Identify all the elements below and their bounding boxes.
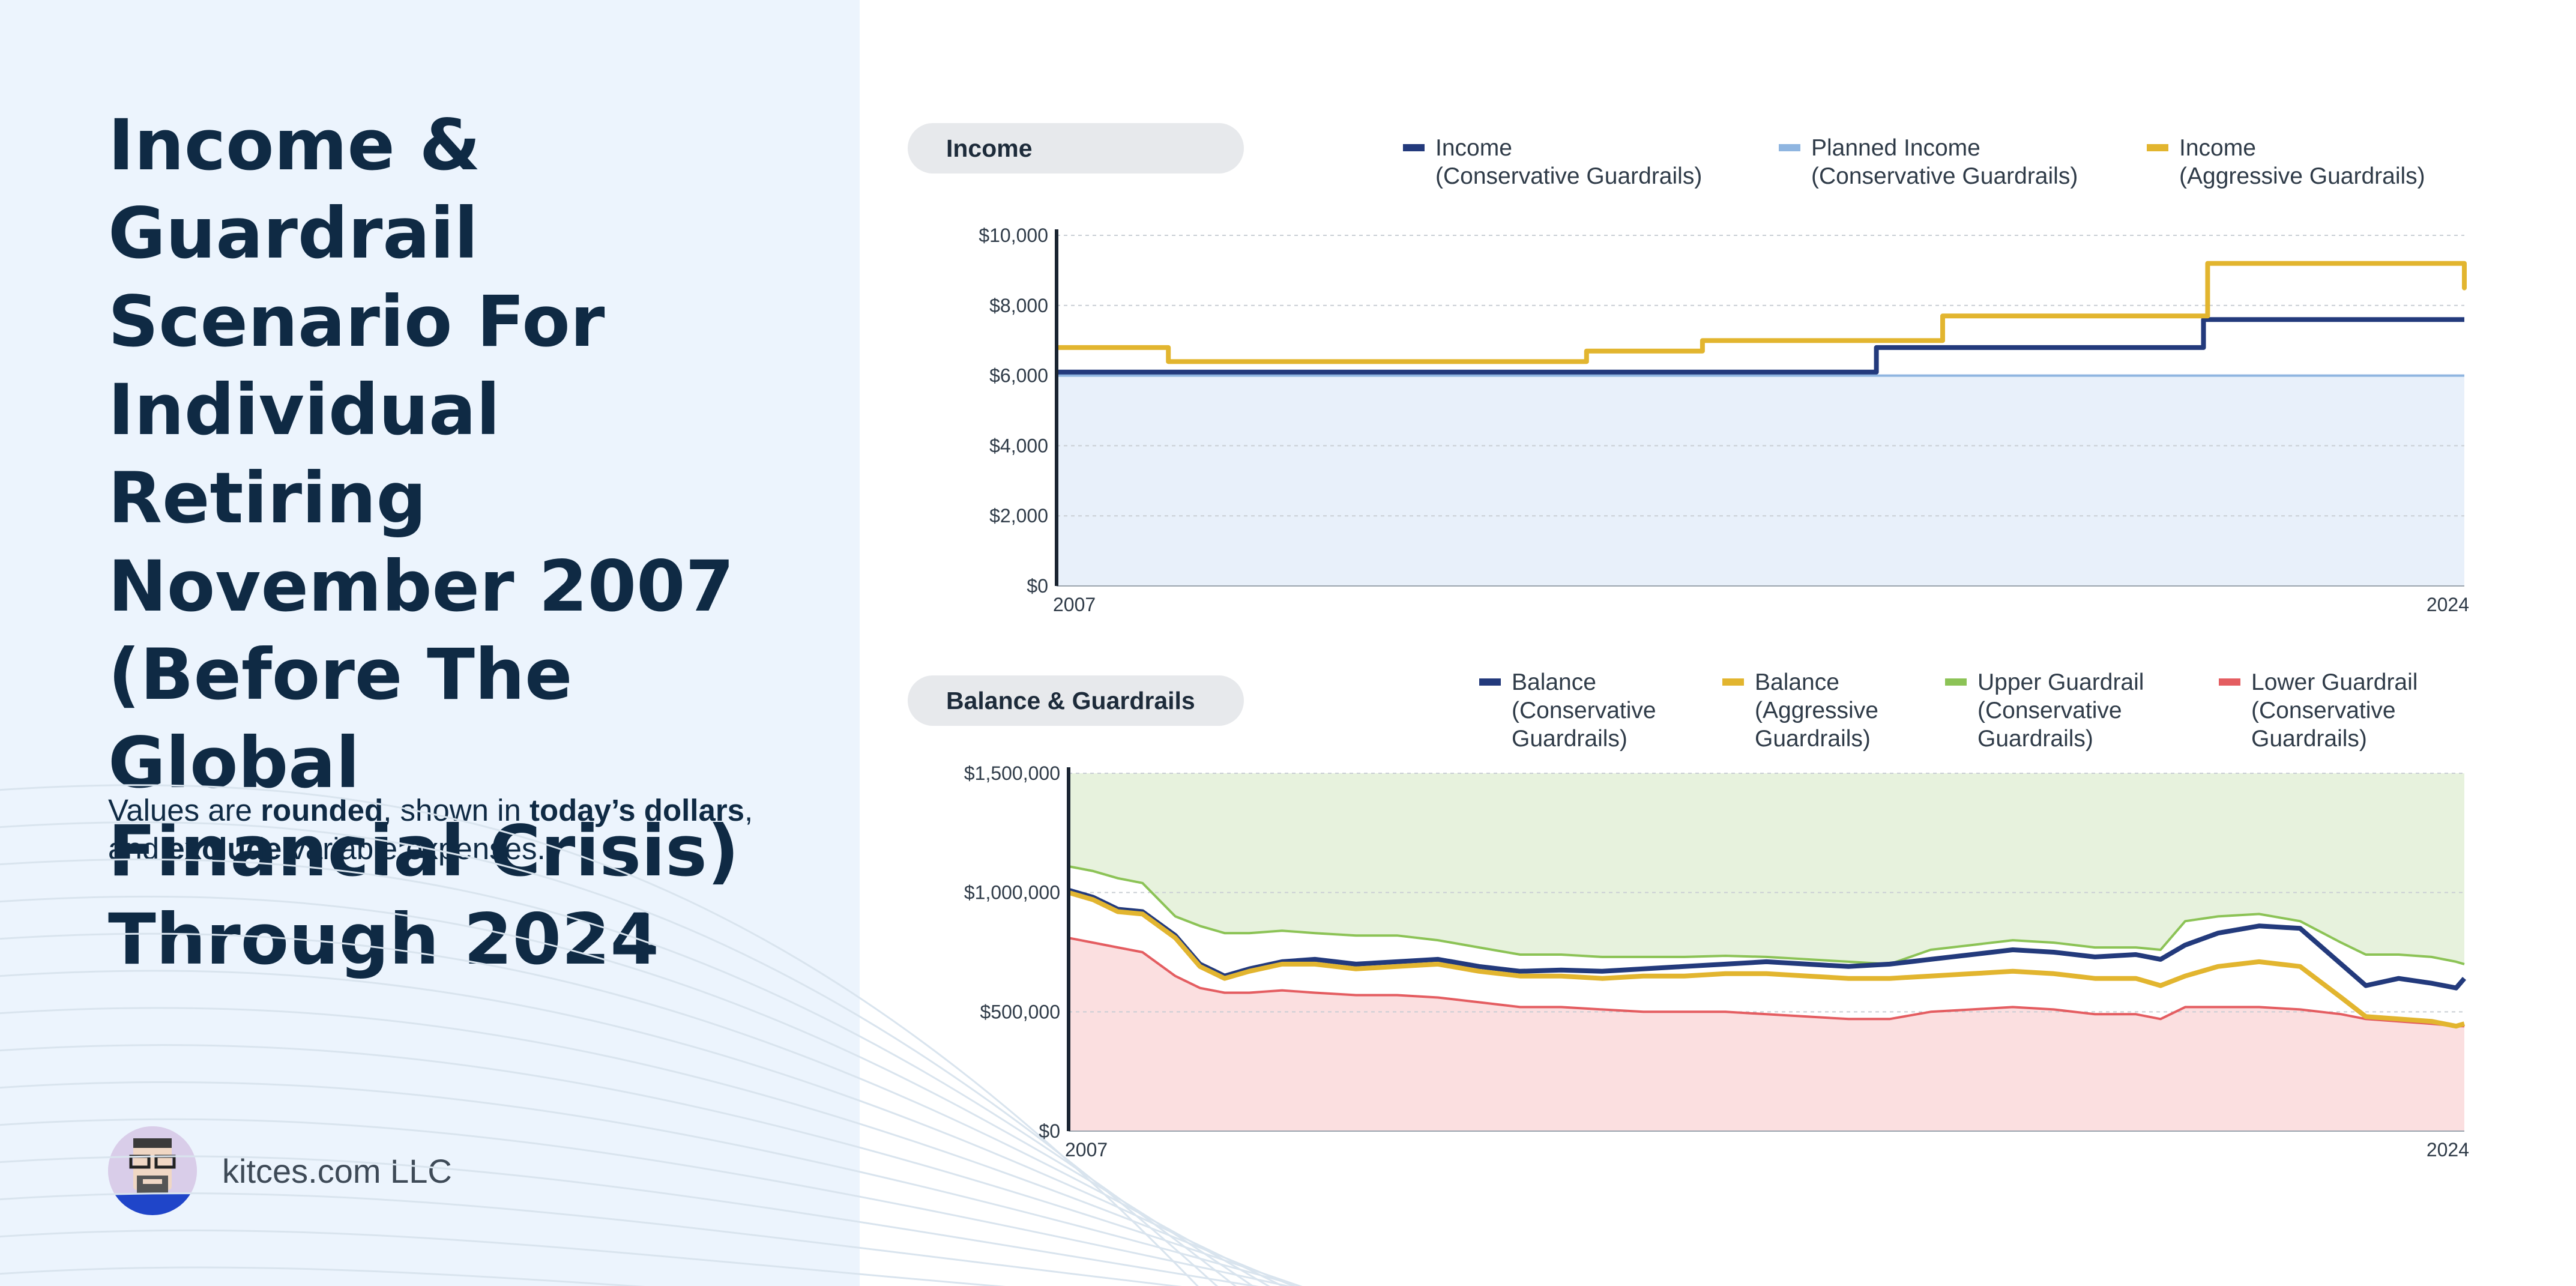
y-tick-label: $0 (1027, 575, 1048, 597)
x-tick-label: 2007 (1053, 594, 1096, 615)
title-line: Scenario For (108, 280, 605, 363)
y-tick-label: $10,000 (979, 225, 1048, 246)
title-line: Individual Retiring (108, 369, 501, 539)
series-line-lower (1068, 937, 2464, 1028)
legend-swatch (2219, 678, 2240, 686)
chart-label-balance: Balance & Guardrails (908, 675, 1244, 726)
legend-swatch (1779, 144, 1800, 151)
legend-item-income-aggressive: Income (Aggressive Guardrails) (2147, 134, 2425, 190)
title-line: November 2007 (108, 545, 735, 627)
x-tick-label: 2024 (2427, 594, 2469, 615)
legend-swatch (1479, 678, 1501, 686)
chart-label-income: Income (908, 123, 1244, 174)
y-tick-label: $1,000,000 (964, 882, 1060, 904)
y-tick-label: $500,000 (980, 1001, 1060, 1022)
x-tick-label: 2007 (1065, 1139, 1108, 1161)
legend-swatch (1403, 144, 1425, 151)
y-tick-label: $1,500,000 (964, 762, 1060, 784)
y-tick-label: $6,000 (989, 365, 1048, 387)
legend-item-balance-aggressive: Balance (Aggressive Guardrails) (1722, 668, 1878, 753)
series-fill-area (1069, 773, 2464, 964)
series-line-aggressive (1067, 890, 2466, 1029)
legend-label: Upper Guardrail (Conservative Guardrails… (1977, 669, 2144, 752)
legend-item-planned-income: Planned Income (Conservative Guardrails) (1779, 134, 2078, 190)
legend-label: Balance (Conservative Guardrails) (1512, 669, 1656, 752)
legend-item-income-conservative: Income (Conservative Guardrails) (1403, 134, 1702, 190)
legend-swatch (1722, 678, 1744, 686)
series-line-aggressive (1057, 261, 2467, 364)
legend-item-balance-conservative: Balance (Conservative Guardrails) (1479, 668, 1656, 753)
legend-label: Income (Aggressive Guardrails) (2179, 135, 2425, 189)
legend-item-lower-guardrail: Lower Guardrail (Conservative Guardrails… (2219, 668, 2418, 753)
series-line-conservative (1057, 317, 2464, 375)
legend-swatch (2147, 144, 2168, 151)
legend-label: Balance (Aggressive Guardrails) (1755, 669, 1878, 752)
x-tick-label: 2024 (2427, 1139, 2469, 1161)
y-tick-label: $8,000 (989, 295, 1048, 316)
series-fill-area (1069, 938, 2464, 1131)
legend-label: Planned Income (Conservative Guardrails) (1811, 135, 2078, 189)
legend-item-upper-guardrail: Upper Guardrail (Conservative Guardrails… (1945, 668, 2144, 753)
series-line-upper (1068, 865, 2465, 965)
series-fill-area (1057, 375, 2464, 586)
legend-label: Lower Guardrail (Conservative Guardrails… (2251, 669, 2418, 752)
y-tick-label: $4,000 (989, 435, 1048, 456)
legend-swatch (1945, 678, 1967, 686)
title-line: Income & Guardrail (108, 104, 481, 274)
y-tick-label: $2,000 (989, 505, 1048, 527)
y-tick-label: $0 (1039, 1120, 1060, 1142)
legend-label: Income (Conservative Guardrails) (1435, 135, 1703, 189)
